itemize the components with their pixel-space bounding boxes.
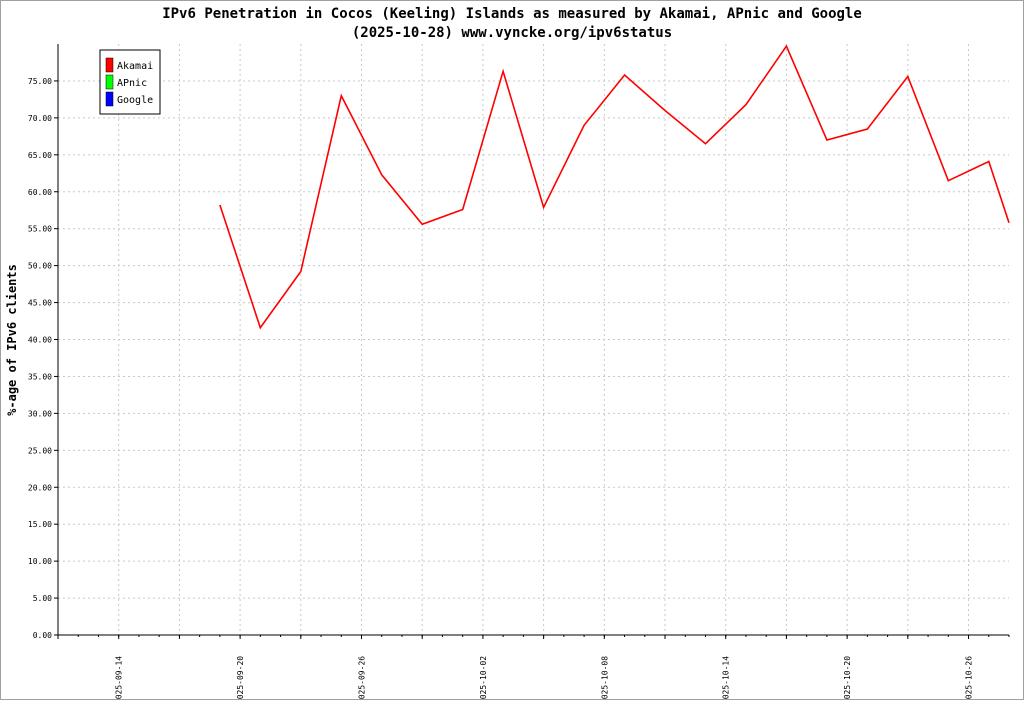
y-tick-label: 55.00 bbox=[28, 225, 52, 234]
series-line-akamai bbox=[219, 44, 1010, 330]
axes: 0.00 5.00 10.00 15.00 20.00 25.00 30.00 35.00 40… bbox=[28, 44, 1010, 704]
legend-swatch-akamai bbox=[105, 57, 114, 73]
y-axis-label: %-age of IPv6 clients bbox=[5, 264, 19, 416]
y-tick-label: 25.00 bbox=[28, 446, 52, 455]
y-tick-label: 30.00 bbox=[28, 409, 52, 418]
y-tick-label: 20.00 bbox=[28, 483, 52, 492]
y-tick-label: 40.00 bbox=[28, 336, 52, 345]
y-tick-label: 75.00 bbox=[28, 77, 52, 86]
x-tick-label: 2025-10-26 bbox=[965, 656, 974, 700]
y-tick-label: 70.00 bbox=[28, 114, 52, 123]
chart-title: IPv6 Penetration in Cocos (Keeling) Isla… bbox=[162, 6, 862, 22]
y-tick-label: 5.00 bbox=[33, 594, 52, 603]
y-tick-label: 65.00 bbox=[28, 151, 52, 160]
y-tick-label: 45.00 bbox=[28, 299, 52, 308]
x-tick-label: 2025-10-20 bbox=[843, 656, 852, 700]
legend-label-apnic: APnic bbox=[117, 78, 147, 89]
chart-subtitle: (2025-10-28) www.vyncke.org/ipv6status bbox=[352, 25, 672, 41]
y-tick-label: 50.00 bbox=[28, 262, 52, 271]
y-tick-label: 0.00 bbox=[33, 631, 52, 640]
x-tick-label: 2025-10-02 bbox=[479, 656, 488, 700]
x-tick-label: 2025-09-26 bbox=[358, 656, 367, 700]
x-tick-label: 2025-10-14 bbox=[722, 656, 731, 700]
y-tick-label: 35.00 bbox=[28, 372, 52, 381]
y-tick-label: 10.00 bbox=[28, 557, 52, 566]
grid bbox=[57, 44, 1009, 635]
x-tick-label: 2025-09-20 bbox=[236, 656, 245, 700]
legend-label-google: Google bbox=[117, 95, 153, 106]
legend: Akamai APnic Google bbox=[99, 49, 161, 115]
legend-swatch-google bbox=[105, 91, 114, 107]
legend-swatch-apnic bbox=[105, 74, 114, 90]
y-tick-label: 60.00 bbox=[28, 188, 52, 197]
x-tick-label: 2025-09-14 bbox=[115, 656, 124, 700]
y-tick-label: 15.00 bbox=[28, 520, 52, 529]
legend-label-akamai: Akamai bbox=[117, 61, 153, 72]
x-tick-label: 2025-10-08 bbox=[600, 656, 609, 700]
